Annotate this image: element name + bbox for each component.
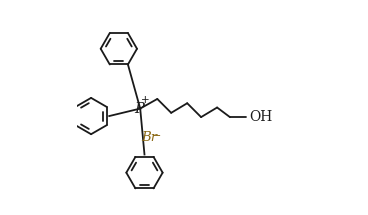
Text: P: P xyxy=(134,101,144,116)
Text: OH: OH xyxy=(249,110,272,124)
Text: −: − xyxy=(152,131,161,141)
Text: +: + xyxy=(141,95,149,105)
Text: Br: Br xyxy=(141,131,158,144)
